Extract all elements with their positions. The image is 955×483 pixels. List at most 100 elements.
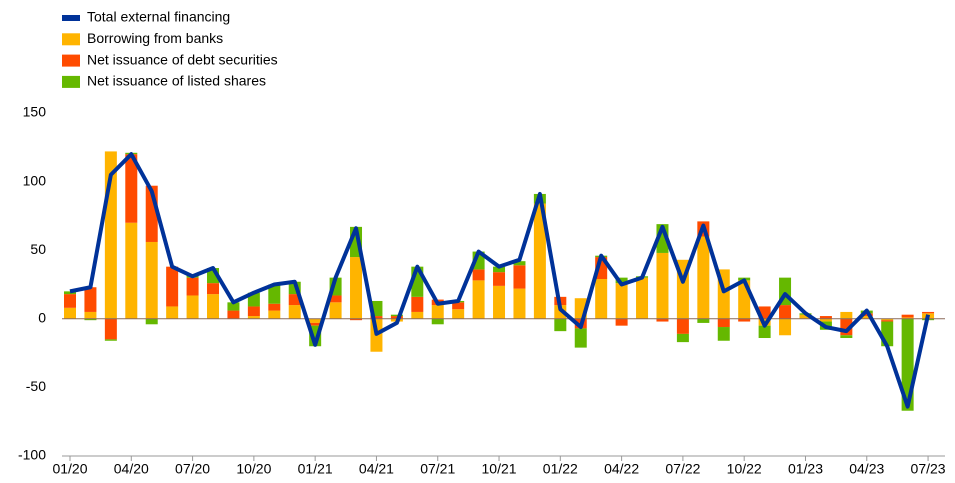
bar (758, 325, 771, 339)
bar (84, 287, 97, 312)
x-tick-label: 10/21 (482, 461, 517, 477)
bar (717, 327, 730, 341)
bar (268, 310, 281, 319)
bar (901, 314, 914, 318)
bar (411, 311, 424, 319)
bar (472, 269, 485, 281)
bar (268, 284, 281, 304)
bar (64, 294, 76, 308)
bar (697, 236, 710, 319)
bar (493, 285, 506, 319)
bar (309, 318, 322, 323)
bar (452, 309, 465, 319)
x-tick-label: 01/20 (52, 461, 87, 477)
bar (350, 257, 363, 319)
bar (309, 322, 322, 326)
bar (104, 339, 117, 341)
bar (819, 318, 832, 322)
bar (554, 318, 567, 332)
bar (615, 283, 628, 319)
bar (779, 305, 792, 319)
x-tick-label: 01/22 (543, 461, 578, 477)
x-tick-label: 10/22 (727, 461, 762, 477)
bar (125, 222, 138, 319)
bar (247, 306, 260, 317)
bar (656, 318, 669, 322)
bar (533, 203, 546, 319)
bar (656, 252, 669, 319)
x-tick-label: 04/22 (604, 461, 639, 477)
bar (472, 280, 485, 319)
bar (860, 316, 873, 319)
bar (493, 272, 506, 286)
bar (819, 316, 832, 319)
bar (84, 318, 97, 321)
y-tick-label: -100 (18, 447, 46, 463)
bar (513, 265, 526, 289)
bar (840, 311, 853, 319)
y-tick-label: 150 (23, 104, 47, 120)
bar (615, 277, 628, 284)
bar (840, 335, 853, 339)
bar (881, 318, 894, 321)
bar (452, 302, 465, 310)
x-tick-label: 01/21 (298, 461, 333, 477)
bar (186, 277, 199, 296)
y-tick-label: -50 (26, 378, 46, 394)
bar (268, 303, 281, 311)
bar (697, 318, 710, 323)
bar (166, 266, 179, 307)
bar (227, 302, 240, 311)
legend-swatch (62, 54, 80, 67)
bar (329, 302, 342, 319)
x-tick-label: 07/22 (665, 461, 700, 477)
bar (288, 294, 301, 306)
bar (595, 279, 608, 319)
bar (207, 283, 220, 295)
y-tick-label: 100 (23, 172, 47, 188)
x-tick-label: 04/21 (359, 461, 394, 477)
bar (166, 306, 179, 319)
bar (370, 316, 383, 319)
x-tick-label: 04/20 (114, 461, 149, 477)
line (69, 152, 931, 409)
bar (227, 310, 240, 319)
legend-swatch (62, 75, 80, 88)
bar (779, 318, 792, 336)
bar (493, 266, 506, 273)
bar (574, 328, 587, 348)
y-tick-label: 50 (30, 241, 46, 257)
bar (84, 311, 97, 319)
bar (64, 307, 76, 319)
bar (411, 296, 424, 312)
bar (207, 294, 220, 319)
bar (799, 314, 812, 319)
bar (554, 305, 567, 319)
x-tick-label: 04/23 (849, 461, 884, 477)
x-tick-label: 07/23 (911, 461, 946, 477)
bar (390, 314, 403, 317)
bar (676, 318, 689, 334)
bar (860, 313, 873, 317)
bar (104, 318, 117, 340)
legend-label: Total external financing (87, 9, 230, 25)
x-tick-label: 01/23 (788, 461, 823, 477)
bar (247, 316, 260, 319)
bar (186, 295, 199, 319)
bar (145, 318, 158, 325)
legend-label: Net issuance of listed shares (87, 73, 266, 89)
bar (431, 318, 444, 325)
x-tick-label: 07/20 (175, 461, 210, 477)
bar (513, 261, 526, 266)
bar (64, 291, 76, 295)
bar (717, 318, 730, 328)
bar (636, 277, 649, 319)
bar (125, 154, 138, 223)
bar (615, 318, 628, 326)
x-tick-label: 07/21 (420, 461, 455, 477)
x-tick-label: 10/20 (236, 461, 271, 477)
bar (513, 288, 526, 319)
bar (288, 305, 301, 319)
bar (329, 295, 342, 303)
